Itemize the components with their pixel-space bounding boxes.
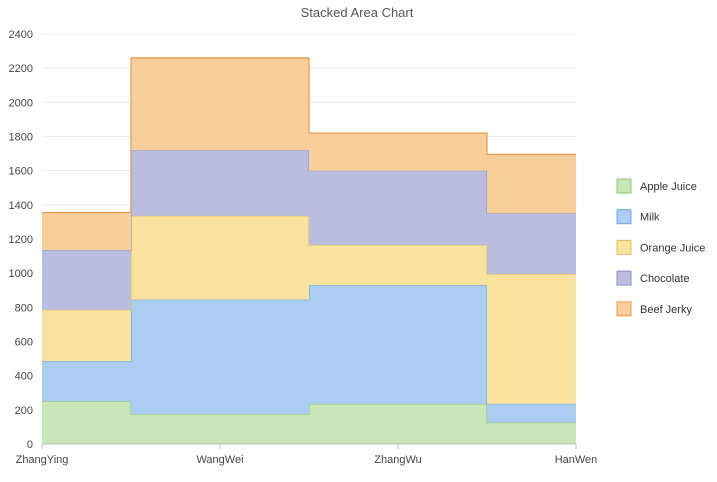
legend-swatch [616, 301, 632, 317]
legend-swatch [616, 178, 632, 194]
legend-label: Apple Juice [640, 181, 697, 193]
legend-item[interactable]: Apple Juice [616, 178, 697, 194]
area-milk[interactable] [42, 285, 576, 423]
y-tick-label: 0 [27, 439, 33, 451]
legend-swatch [616, 239, 632, 255]
series-areas [42, 57, 576, 444]
y-tick-label: 1800 [9, 132, 33, 144]
legend-item[interactable]: Beef Jerky [616, 301, 692, 317]
y-tick-label: 1600 [9, 166, 33, 178]
x-tick-label: ZhangYing [16, 454, 69, 466]
y-tick-label: 800 [15, 302, 33, 314]
legend-label: Chocolate [640, 273, 690, 285]
legend-swatch [616, 270, 632, 286]
line-beef-jerky [42, 57, 576, 214]
area-orange-juice[interactable] [42, 215, 576, 404]
y-tick-label: 2200 [9, 63, 33, 75]
x-tick-label: HanWen [555, 454, 598, 466]
legend-item[interactable]: Chocolate [616, 270, 690, 286]
legend-label: Orange Juice [640, 242, 705, 254]
y-tick-label: 400 [15, 371, 33, 383]
y-tick-label: 200 [15, 405, 33, 417]
y-tick-label: 2400 [9, 29, 33, 41]
legend-label: Beef Jerky [640, 304, 692, 316]
area-chocolate[interactable] [42, 150, 576, 310]
area-apple-juice[interactable] [42, 401, 576, 444]
axes: 0 200 400 600 800 1000 1200 1400 1600 1800 2000 220… [9, 29, 598, 466]
y-tick-label: 1000 [9, 268, 33, 280]
area-beef-jerky[interactable] [42, 57, 576, 251]
x-tick-label: ZhangWu [374, 454, 422, 466]
legend-swatch [616, 209, 632, 225]
y-tick-label: 2000 [9, 97, 33, 109]
y-tick-label: 1400 [9, 200, 33, 212]
chart-title: Stacked Area Chart [301, 5, 414, 20]
legend-label: Milk [640, 212, 660, 224]
y-tick-label: 1200 [9, 234, 33, 246]
y-tick-label: 600 [15, 337, 33, 349]
legend-item[interactable]: Orange Juice [616, 239, 705, 255]
x-tick-label: WangWei [196, 454, 243, 466]
legend[interactable]: Apple Juice Milk Orange Juice Chocolate Beef… [616, 178, 705, 317]
legend-item[interactable]: Milk [616, 209, 660, 225]
